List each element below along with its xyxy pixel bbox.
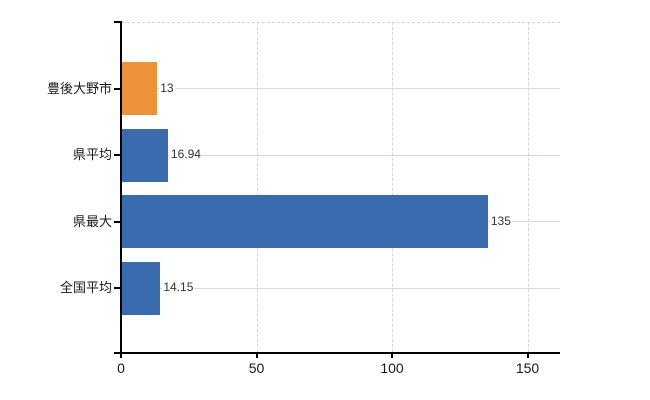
- v-gridline: [256, 22, 258, 352]
- x-tick: [391, 354, 393, 358]
- x-tick: [120, 354, 122, 358]
- x-tick: [526, 354, 529, 358]
- value-label: 16.94: [169, 147, 202, 162]
- x-tick: [255, 354, 258, 358]
- value-label: 135: [489, 213, 512, 229]
- x-axis-line: [114, 352, 560, 354]
- x-tick-label: 0: [117, 360, 125, 376]
- bar: [122, 128, 168, 182]
- y-axis-top-tick: [114, 21, 121, 23]
- bar: [122, 62, 158, 115]
- y-axis-line: [120, 21, 122, 354]
- category-label: 豊後大野市: [46, 80, 112, 96]
- h-gridline: [122, 88, 560, 89]
- category-label: 県平均: [72, 147, 112, 162]
- bar: [122, 261, 161, 315]
- y-tick: [114, 220, 121, 223]
- v-gridline: [527, 22, 529, 352]
- category-label: 県最大: [72, 213, 112, 229]
- y-tick: [114, 154, 121, 156]
- h-gridline: [122, 154, 560, 156]
- y-tick: [114, 87, 121, 90]
- x-tick-label: 100: [380, 360, 404, 376]
- h-gridline: [122, 287, 560, 289]
- value-label: 13: [159, 80, 175, 96]
- y-tick: [114, 287, 121, 289]
- bar: [122, 195, 488, 248]
- value-label: 14.15: [162, 280, 195, 295]
- plot-top-border: [122, 22, 560, 23]
- v-gridline: [392, 22, 393, 352]
- x-tick-label: 50: [248, 360, 265, 376]
- x-tick-label: 150: [515, 360, 540, 376]
- category-label: 全国平均: [59, 280, 112, 295]
